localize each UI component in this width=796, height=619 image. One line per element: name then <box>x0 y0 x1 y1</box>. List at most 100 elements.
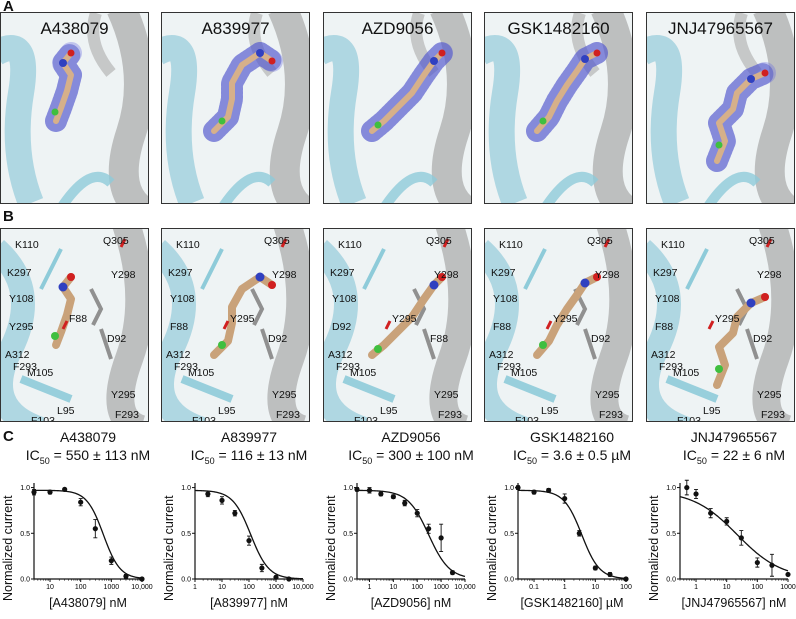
x-tick-label: 10,000 <box>454 584 476 591</box>
residue-label: A312 <box>489 349 514 361</box>
data-point <box>708 510 714 516</box>
x-axis-label: [GSK1482160] µM <box>520 596 624 610</box>
residue-label: M105 <box>188 367 215 379</box>
dose-response-chart: 0.0 0.5 1.0 1 10 100 1000 10,000 <box>343 483 476 598</box>
residue-label: F293 <box>115 409 139 421</box>
residue-label: Y295 <box>757 389 782 401</box>
fit-curve <box>679 495 789 572</box>
y-tick-label: 0.0 <box>343 577 353 584</box>
data-point <box>378 491 384 497</box>
residue-label: K110 <box>661 239 685 251</box>
ic50-label: IC50 = 300 ± 100 nM <box>348 447 474 466</box>
panel-label-c: C <box>3 428 14 445</box>
residue-label: Y108 <box>9 293 34 305</box>
residue-label: M105 <box>673 367 700 379</box>
residue-label: F103 <box>31 415 55 422</box>
data-point <box>515 484 521 491</box>
binding-site-image <box>1 229 148 421</box>
residue-label: K297 <box>7 267 32 279</box>
binding-site-tile: K110 Q305 K297 Y298 Y108 Y295 F88 D92 A312 F293 M1… <box>161 228 310 422</box>
residue-label: F293 <box>276 409 300 421</box>
binding-site-tile: K110 Q305 K297 Y298 Y108 Y295 F88 D92 A312 F293 M1… <box>484 228 633 422</box>
binding-site-image <box>647 229 794 421</box>
y-axis-label: Normalized current <box>485 495 499 601</box>
residue-label: D92 <box>107 333 127 345</box>
data-point <box>366 487 373 493</box>
y-axis-label: Normalized current <box>1 495 15 601</box>
y-tick-label: 1.0 <box>504 485 514 492</box>
residue-label: F88 <box>493 321 512 333</box>
data-point <box>607 571 613 578</box>
data-point <box>78 499 84 505</box>
residue-label: F293 <box>599 409 623 421</box>
data-point <box>562 495 568 502</box>
residue-label: Y298 <box>434 269 459 281</box>
data-point <box>724 518 730 524</box>
residue-label: Y295 <box>9 321 34 333</box>
x-tick-label: 1 <box>694 584 698 591</box>
x-axis-label: [A839977] nM <box>210 596 288 610</box>
x-tick-label: 0.1 <box>529 584 539 591</box>
residue-label: K110 <box>499 239 523 251</box>
residue-label: F103 <box>677 415 701 422</box>
residue-label: K297 <box>330 267 355 279</box>
y-axis-label: Normalized current <box>324 495 338 601</box>
density-map-image <box>162 13 309 203</box>
binding-site-tile: K110 Q305 K297 Y298 Y108 F88 Y295 D92 A312 F293 M1… <box>0 228 149 422</box>
data-point <box>390 494 396 500</box>
y-tick-label: 0.0 <box>504 577 514 584</box>
x-tick-label: 1 <box>193 584 197 591</box>
density-map-title: A438079 <box>40 19 109 38</box>
residue-label: A312 <box>5 349 30 361</box>
residue-label: Q305 <box>103 235 129 247</box>
residue-label: Y108 <box>655 293 680 305</box>
residue-label: K110 <box>338 239 362 251</box>
ic50-label: IC50 = 550 ± 113 nM <box>25 447 151 466</box>
binding-site-tile: K110 Q305 K297 Y298 Y108 Y295 D92 F88 A312 F293 M1… <box>323 228 472 422</box>
data-point <box>139 576 145 582</box>
chart-compound-name: A839977 <box>220 429 278 445</box>
x-tick-label: 10 <box>218 584 226 591</box>
y-tick-label: 1.0 <box>20 485 30 492</box>
residue-label: L95 <box>218 405 236 417</box>
chart-compound-name: AZD9056 <box>381 429 441 445</box>
residue-label: Y295 <box>392 313 417 325</box>
residue-label: Q305 <box>587 235 613 247</box>
fit-curve <box>356 489 466 578</box>
chart-title: AZD9056 IC50 = 300 ± 100 nM <box>327 428 495 470</box>
fit-curve <box>517 489 627 580</box>
data-point <box>426 526 432 532</box>
residue-label: Y108 <box>493 293 518 305</box>
density-map-title: A839977 <box>201 19 270 38</box>
residue-label: Q305 <box>426 235 452 247</box>
residue-label: K297 <box>653 267 678 279</box>
residue-label: L95 <box>703 405 721 417</box>
panel-label-a: A <box>3 0 14 15</box>
chart-compound-name: JNJ47965567 <box>690 429 778 445</box>
y-tick-label: 0.0 <box>181 577 191 584</box>
x-tick-label: 10 <box>389 584 397 591</box>
residue-label: Y298 <box>595 269 620 281</box>
x-tick-label: 10,000 <box>131 584 153 591</box>
dose-response-chart: 0.0 0.5 1.0 1 10 100 1000 10,000 <box>181 483 314 598</box>
residue-label: M105 <box>511 367 538 379</box>
data-point <box>414 510 420 516</box>
panel-label-b: B <box>3 208 14 225</box>
density-map-tile: JNJ47965567 <box>646 12 795 204</box>
x-tick-label: 1000 <box>780 584 796 591</box>
data-point <box>354 486 360 492</box>
residue-label: F103 <box>515 415 539 422</box>
ic50-label: IC50 = 22 ± 6 nM <box>682 447 786 466</box>
residue-label: F103 <box>192 415 216 422</box>
chart-compound-name: GSK1482160 <box>529 429 615 445</box>
data-point <box>785 571 791 578</box>
x-tick-label: 10 <box>46 584 54 591</box>
residue-label: Y295 <box>715 313 740 325</box>
residue-label: F293 <box>497 361 521 373</box>
data-point <box>62 486 68 492</box>
residue-label: Y295 <box>434 389 459 401</box>
residue-label: K297 <box>491 267 516 279</box>
residue-label: D92 <box>753 333 773 345</box>
x-tick-label: 100 <box>751 584 763 591</box>
chart-title: A438079 IC50 = 550 ± 113 nM <box>4 428 172 470</box>
